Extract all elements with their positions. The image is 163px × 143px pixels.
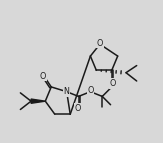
Text: O: O — [97, 38, 103, 47]
Text: N: N — [64, 87, 70, 96]
Text: O: O — [87, 86, 94, 95]
Polygon shape — [31, 99, 45, 103]
Text: O: O — [74, 104, 81, 113]
Text: O: O — [110, 79, 116, 88]
Text: O: O — [40, 72, 46, 81]
